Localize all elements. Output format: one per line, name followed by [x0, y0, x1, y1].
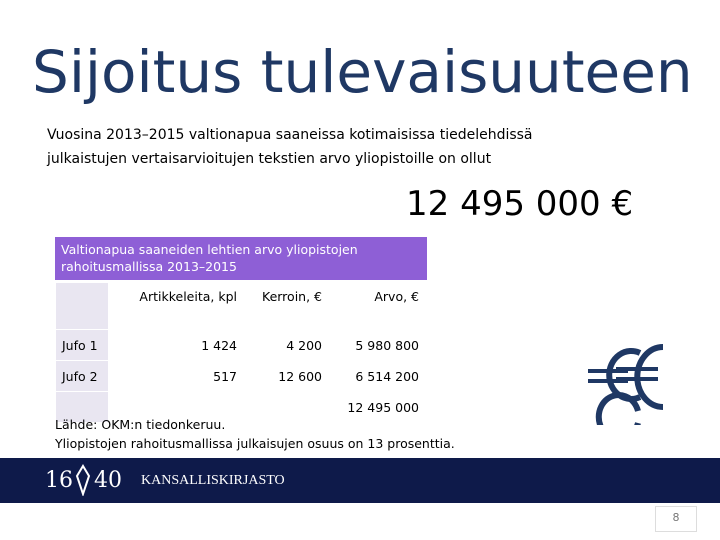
cell: 517: [108, 360, 244, 392]
row-label: Jufo 1: [55, 329, 109, 361]
organization: KANSALLISKIRJASTO: [141, 473, 285, 488]
table: Artikkeleita, kpl Kerroin, € Arvo, € Juf…: [55, 282, 426, 423]
cell: 12 600: [243, 360, 329, 392]
logo-text: 16: [45, 468, 73, 493]
cell: [108, 391, 244, 423]
cell: 6 514 200: [328, 360, 426, 392]
amount: 12 495 000 €: [406, 184, 634, 224]
source-line: Yliopistojen rahoitusmallissa julkaisuje…: [55, 436, 455, 451]
total: 12 495 000: [328, 391, 426, 423]
cell: [243, 391, 329, 423]
cell: [55, 282, 109, 330]
intro-line: julkaistujen vertaisarvioitujen tekstien…: [47, 151, 492, 167]
cell: 1 424: [108, 329, 244, 361]
row-label: Jufo 2: [55, 360, 109, 392]
table-caption: Valtionapua saaneiden lehtien arvo yliop…: [55, 237, 427, 280]
column-header: Artikkeleita, kpl: [108, 282, 244, 330]
cell: 4 200: [243, 329, 329, 361]
column-header: Kerroin, €: [243, 282, 329, 330]
intro-line: Vuosina 2013–2015 valtionapua saaneissa …: [47, 127, 533, 143]
euro-icon: [588, 344, 664, 425]
column-header: Arvo, €: [328, 282, 426, 330]
title: Sijoitus tulevaisuuteen: [32, 38, 693, 106]
source-line: Lähde: OKM:n tiedonkeruu.: [55, 417, 226, 432]
logo-emblem: [75, 464, 91, 496]
cell: [55, 391, 109, 423]
page-number: 8: [655, 506, 697, 532]
cell: 5 980 800: [328, 329, 426, 361]
logo-text: 40: [94, 468, 122, 493]
footer-bar: 16 40 KANSALLISKIRJASTO: [0, 458, 720, 503]
